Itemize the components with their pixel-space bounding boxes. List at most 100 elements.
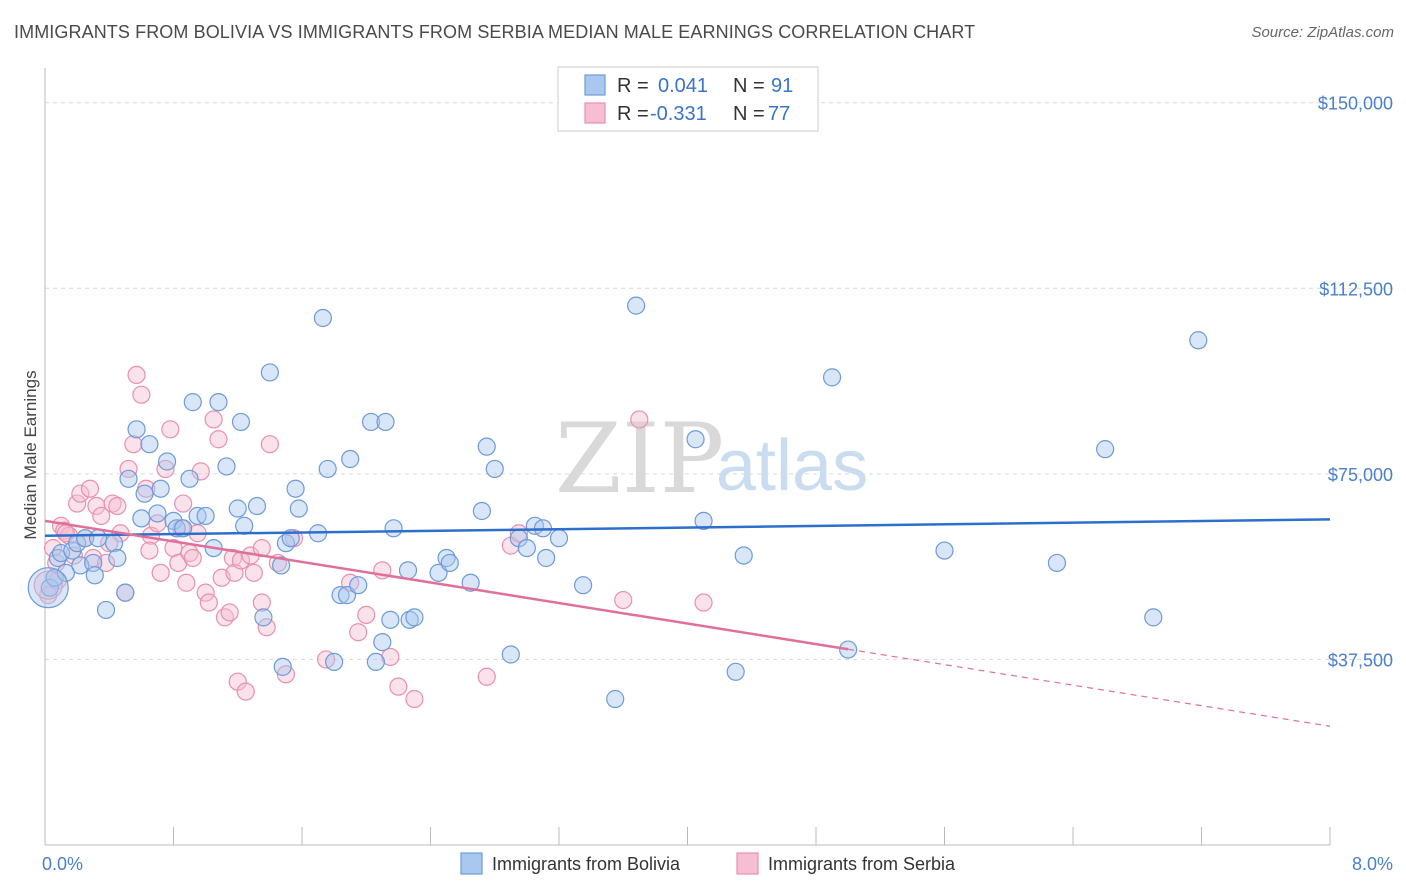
bolivia-point-84 xyxy=(148,504,167,523)
legend-r-label-bolivia: R = xyxy=(617,75,649,97)
legend-n-label-bolivia: N = xyxy=(733,75,765,97)
bolivia-point-10 xyxy=(88,529,108,548)
bolivia-point-43 xyxy=(331,586,350,605)
bolivia-point-34 xyxy=(272,556,291,575)
serbia-point-21 xyxy=(132,385,151,404)
bolivia-point-74 xyxy=(822,368,842,387)
bolivia-cluster-point xyxy=(27,567,69,609)
bolivia-point-77 xyxy=(1047,553,1067,573)
serbia-point-52 xyxy=(260,435,279,454)
bolivia-point-80 xyxy=(1189,331,1208,350)
bolivia-point-54 xyxy=(437,548,456,568)
serbia-point-64 xyxy=(477,667,496,686)
serbia-point-39 xyxy=(209,430,228,449)
serbia-point-18 xyxy=(119,459,138,479)
bolivia-point-2 xyxy=(48,548,67,568)
y-axis-label: Median Male Earnings xyxy=(21,370,40,539)
bolivia-point-30 xyxy=(235,516,254,535)
bolivia-point-90 xyxy=(85,566,104,585)
bolivia-point-19 xyxy=(151,479,170,498)
serbia-point-15 xyxy=(108,496,127,516)
legend: R = 0.041 N = 91 R = -0.331 N = 77 xyxy=(557,66,819,132)
bolivia-point-15 xyxy=(119,469,138,488)
bolivia-point-0 xyxy=(40,578,59,597)
serbia-point-51 xyxy=(257,618,276,637)
x-tick-label-1: 8.0% xyxy=(1352,854,1393,874)
bolivia-point-79 xyxy=(1144,608,1163,627)
bolivia-point-36 xyxy=(281,529,300,548)
chart-source: Source: ZipAtlas.com xyxy=(1251,24,1394,41)
serbia-point-9 xyxy=(80,479,100,498)
bolivia-point-37 xyxy=(286,479,305,498)
bolivia-point-22 xyxy=(167,519,186,538)
bolivia-point-27 xyxy=(209,393,228,412)
bottom-legend-swatch-bolivia xyxy=(460,852,483,875)
serbia-point-7 xyxy=(71,484,90,503)
chart-title: IMMIGRANTS FROM BOLIVIA VS IMMIGRANTS FR… xyxy=(14,22,976,42)
y-tick-labels: $37,500 $75,000 $112,500 $150,000 xyxy=(1318,94,1393,671)
serbia-point-67 xyxy=(614,590,633,610)
bolivia-point-87 xyxy=(366,652,385,672)
serbia-point-35 xyxy=(191,462,210,481)
serbia-point-68 xyxy=(630,410,649,429)
serbia-point-25 xyxy=(151,563,170,582)
bolivia-point-16 xyxy=(127,420,146,439)
bolivia-point-45 xyxy=(341,449,360,469)
y-tick-label-1: $75,000 xyxy=(1328,465,1393,485)
bottom-legend: Immigrants from Bolivia Immigrants from … xyxy=(460,852,956,875)
serbia-cluster-point xyxy=(33,570,63,600)
serbia-point-14 xyxy=(103,494,122,513)
bolivia-point-67 xyxy=(573,576,593,595)
bottom-legend-label-serbia: Immigrants from Serbia xyxy=(768,854,956,874)
x-tick-labels: 0.0% 8.0% xyxy=(42,854,1393,874)
serbia-point-37 xyxy=(199,593,218,612)
trend-lines xyxy=(44,518,1331,727)
legend-swatch-serbia xyxy=(584,102,606,124)
bolivia-point-29 xyxy=(231,412,251,432)
bolivia-point-55 xyxy=(440,553,459,573)
legend-r-value-serbia: -0.331 xyxy=(650,103,707,125)
bolivia-point-32 xyxy=(254,608,273,627)
bolivia-point-46 xyxy=(349,576,368,595)
serbia-point-47 xyxy=(236,682,255,701)
serbia-point-42 xyxy=(220,603,239,622)
serbia-point-69 xyxy=(694,593,713,612)
bolivia-point-60 xyxy=(501,645,520,664)
serbia-point-70 xyxy=(140,541,159,560)
bottom-legend-swatch-serbia xyxy=(736,852,759,875)
serbia-point-26 xyxy=(156,459,175,479)
serbia-point-31 xyxy=(177,573,196,592)
bolivia-point-82 xyxy=(273,657,292,676)
bolivia-point-38 xyxy=(289,499,308,518)
bolivia-point-76 xyxy=(935,541,954,560)
bolivia-point-51 xyxy=(400,610,419,629)
serbia-point-6 xyxy=(68,494,87,513)
x-tick-label-0: 0.0% xyxy=(42,854,83,874)
serbia-point-59 xyxy=(357,605,376,625)
bolivia-point-33 xyxy=(260,363,279,382)
bolivia-point-17 xyxy=(135,484,154,503)
bolivia-point-62 xyxy=(517,538,536,558)
legend-r-value-bolivia: 0.041 xyxy=(658,75,708,97)
bolivia-point-72 xyxy=(726,662,745,681)
bolivia-point-18 xyxy=(140,435,159,454)
bolivia-point-42 xyxy=(325,652,344,672)
bolivia-point-59 xyxy=(485,459,504,479)
bolivia-point-65 xyxy=(537,548,556,568)
legend-swatch-bolivia xyxy=(584,74,606,96)
serbia-point-38 xyxy=(204,410,223,429)
bolivia-point-70 xyxy=(686,430,705,449)
bolivia-point-12 xyxy=(104,534,124,553)
bolivia-point-49 xyxy=(381,610,400,629)
bolivia-point-86 xyxy=(398,561,418,580)
bolivia-point-57 xyxy=(472,501,491,521)
bolivia-point-41 xyxy=(318,459,337,479)
serbia-point-27 xyxy=(161,420,180,439)
legend-n-value-serbia: 77 xyxy=(768,103,790,125)
bolivia-point-23 xyxy=(174,519,193,538)
bolivia-point-24 xyxy=(180,469,199,488)
bolivia-point-89 xyxy=(183,393,202,412)
serbia-point-50 xyxy=(252,593,271,612)
bolivia-point-26 xyxy=(196,506,215,526)
